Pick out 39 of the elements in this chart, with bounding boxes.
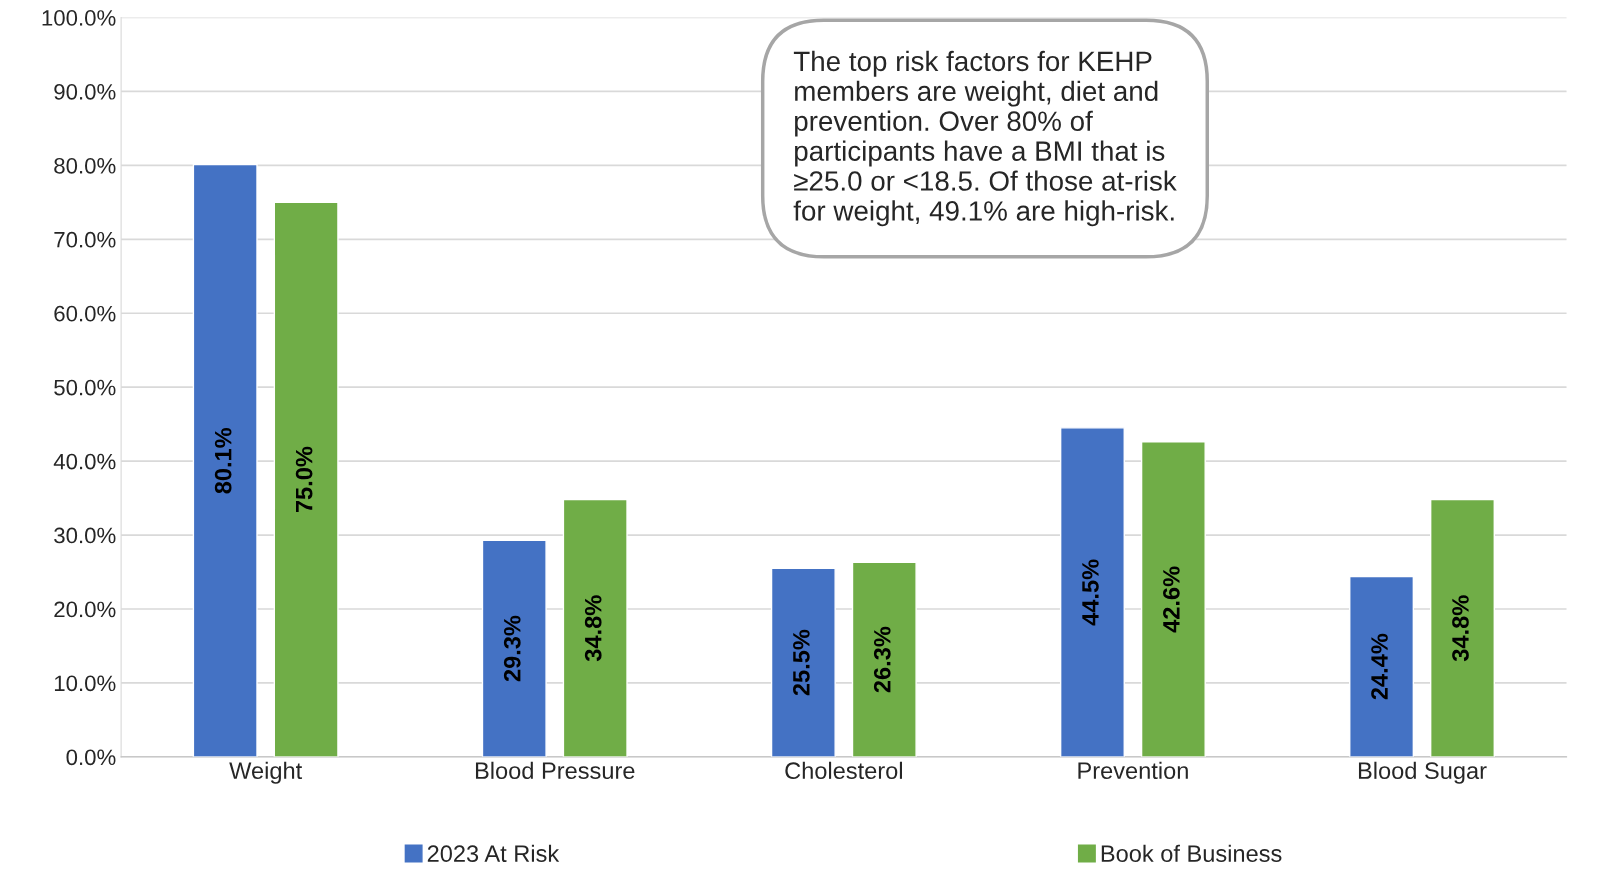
bar bbox=[1429, 498, 1495, 757]
y-tick-label: 70.0% bbox=[54, 231, 116, 248]
y-tick-label: 10.0% bbox=[54, 675, 116, 692]
y-tick-label: 40.0% bbox=[53, 453, 116, 470]
y-tick-label: 0.0% bbox=[66, 749, 116, 766]
bar bbox=[192, 163, 258, 757]
y-tick-label: 80.0% bbox=[54, 157, 116, 174]
x-tick-label: Blood Sugar bbox=[1358, 761, 1487, 784]
data-label: 34.8% bbox=[584, 595, 602, 662]
bar bbox=[273, 201, 339, 757]
bar bbox=[1349, 575, 1415, 757]
y-tick-label: 90.0% bbox=[54, 83, 116, 100]
data-label: 26.3% bbox=[873, 626, 891, 693]
x-tick-label: Cholesterol bbox=[785, 761, 902, 780]
y-tick-label: 30.0% bbox=[54, 527, 116, 544]
x-tick-label: Weight bbox=[229, 761, 303, 784]
bar bbox=[770, 567, 836, 757]
bar bbox=[562, 498, 628, 757]
y-tick-label: 60.0% bbox=[54, 305, 116, 322]
x-tick-label: Blood Pressure bbox=[475, 761, 635, 780]
bar bbox=[481, 539, 547, 757]
bar bbox=[1059, 427, 1125, 757]
data-label: 80.1% bbox=[214, 427, 232, 494]
y-tick-label: 100.0% bbox=[42, 10, 116, 26]
legend-label: Book of Business bbox=[1101, 844, 1282, 863]
data-label: 75.0% bbox=[295, 446, 313, 513]
bar bbox=[1140, 441, 1206, 757]
data-label: 44.5% bbox=[1082, 559, 1099, 626]
y-tick-label: 50.0% bbox=[54, 379, 116, 396]
data-label: 34.8% bbox=[1452, 595, 1469, 662]
data-label: 42.6% bbox=[1163, 566, 1180, 633]
y-tick-label: 20.0% bbox=[54, 601, 116, 618]
legend-label: 2023 At Risk bbox=[427, 844, 560, 863]
data-label: 24.4% bbox=[1371, 633, 1388, 700]
data-label: 29.3% bbox=[503, 615, 521, 682]
bar bbox=[851, 561, 917, 757]
x-tick-label: Prevention bbox=[1078, 761, 1188, 780]
annotation: The top risk factors for KEHP members are weight, diet and prevention. Over 80% of participants have a BMI that is ≥25.0 or <18.5. Of those at-risk for weight, 49.1% are high-risk. bbox=[793, 50, 1177, 227]
data-label: 25.5% bbox=[792, 629, 810, 696]
